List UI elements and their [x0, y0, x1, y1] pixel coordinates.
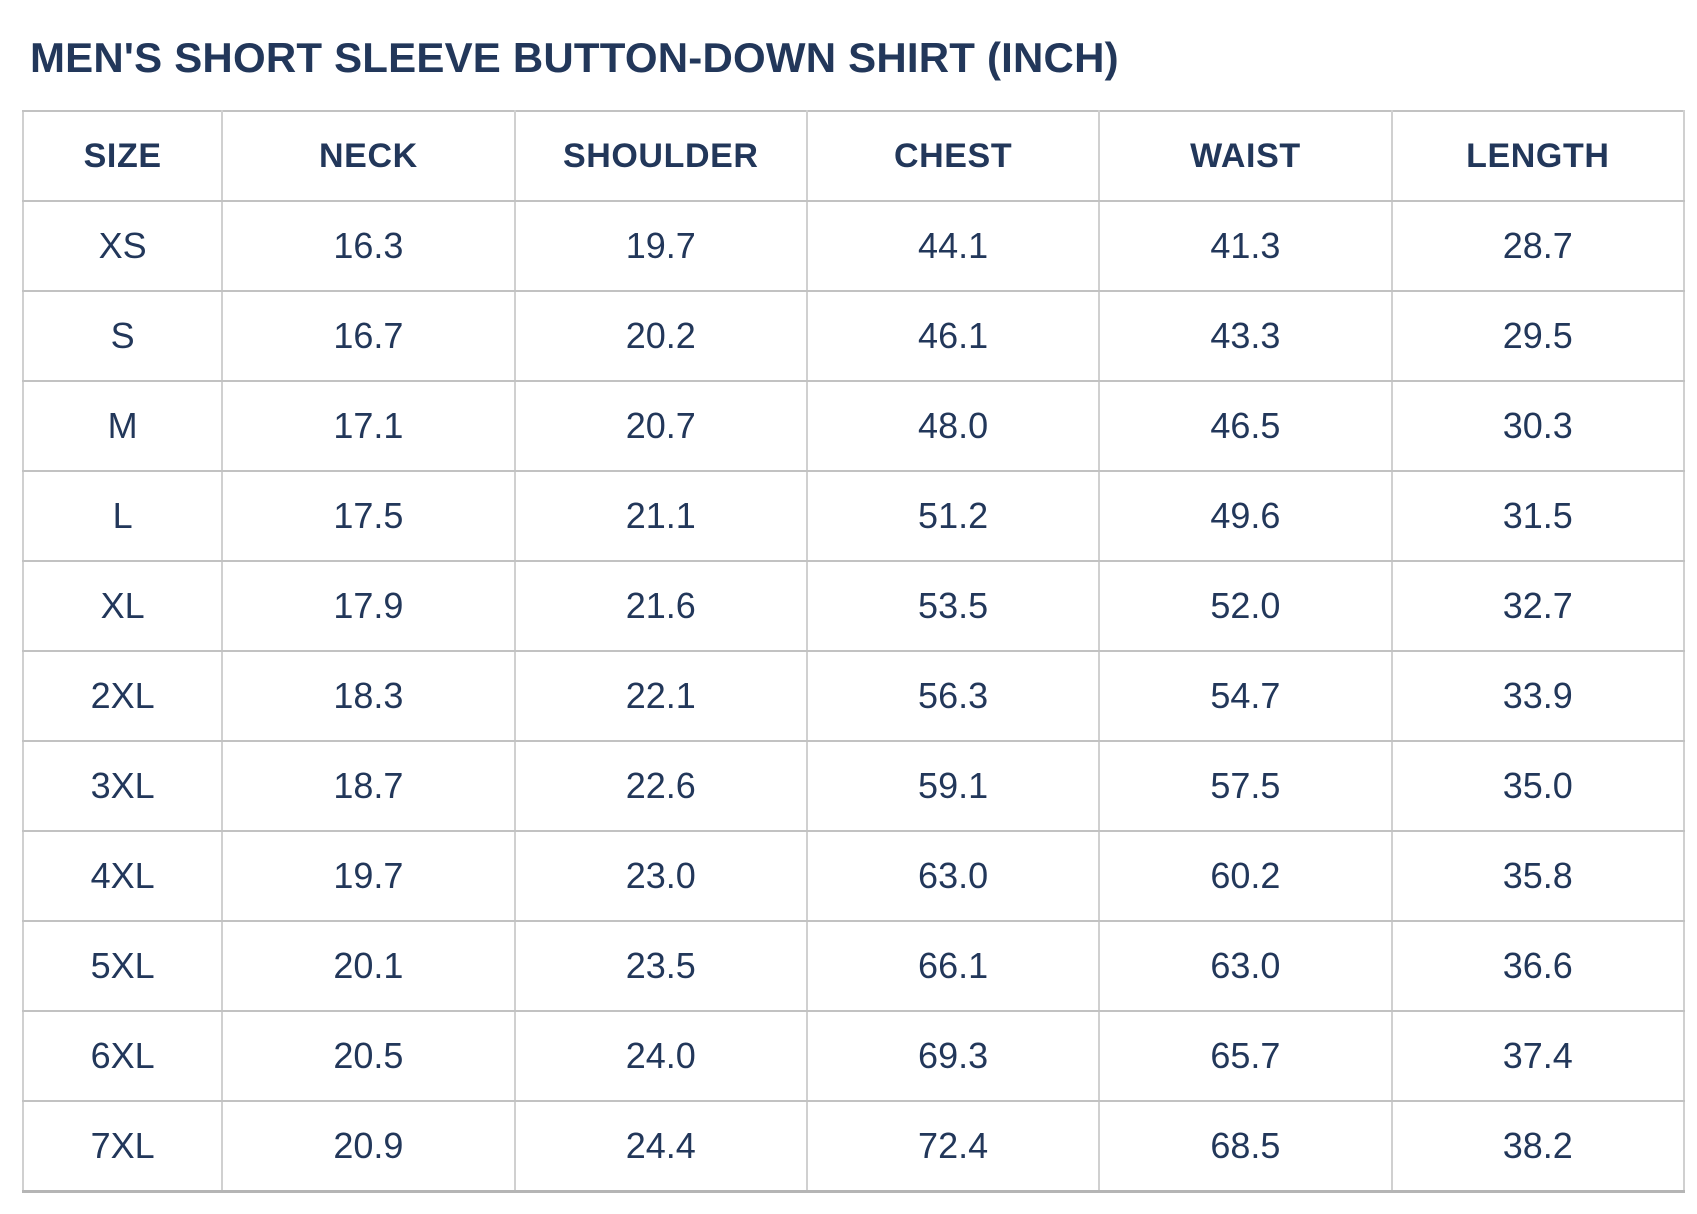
page-title: MEN'S SHORT SLEEVE BUTTON-DOWN SHIRT (IN…: [30, 34, 1119, 81]
size-label-cell: M: [21, 380, 224, 472]
measurement-cell-chest: 63.0: [805, 830, 1101, 922]
size-label-cell: 4XL: [21, 830, 224, 922]
column-header-waist: WAIST: [1098, 110, 1393, 202]
measurement-cell-shoulder: 24.0: [513, 1010, 808, 1102]
measurement-cell-neck: 17.5: [221, 470, 516, 562]
measurement-cell-length: 30.3: [1390, 380, 1686, 472]
measurement-cell-waist: 68.5: [1098, 1100, 1393, 1192]
table-row-5xl: 5XL 20.1 23.5 66.1 63.0 36.6: [21, 920, 1686, 1012]
measurement-cell-shoulder: 23.0: [513, 830, 808, 922]
measurement-cell-shoulder: 22.6: [513, 740, 808, 832]
measurement-cell-shoulder: 23.5: [513, 920, 808, 1012]
measurement-cell-length: 35.0: [1390, 740, 1686, 832]
size-label-cell: S: [21, 290, 224, 382]
table-row-6xl: 6XL 20.5 24.0 69.3 65.7 37.4: [21, 1010, 1686, 1102]
measurement-cell-waist: 46.5: [1098, 380, 1393, 472]
measurement-cell-chest: 69.3: [805, 1010, 1101, 1102]
measurement-cell-length: 29.5: [1390, 290, 1686, 382]
measurement-cell-neck: 17.9: [221, 560, 516, 652]
measurement-cell-neck: 20.5: [221, 1010, 516, 1102]
measurement-cell-length: 33.9: [1390, 650, 1686, 742]
column-header-chest: CHEST: [805, 110, 1101, 202]
column-header-length: LENGTH: [1390, 110, 1686, 202]
table-header: SIZE NECK SHOULDER CHEST WAIST LENGTH: [21, 110, 1686, 202]
table-row-7xl: 7XL 20.9 24.4 72.4 68.5 38.2: [21, 1100, 1686, 1192]
measurement-cell-shoulder: 20.2: [513, 290, 808, 382]
measurement-cell-neck: 19.7: [221, 830, 516, 922]
measurement-cell-chest: 56.3: [805, 650, 1101, 742]
measurement-cell-neck: 20.1: [221, 920, 516, 1012]
measurement-cell-shoulder: 24.4: [513, 1100, 808, 1192]
table-row-4xl: 4XL 19.7 23.0 63.0 60.2 35.8: [21, 830, 1686, 922]
measurement-cell-waist: 65.7: [1098, 1010, 1393, 1102]
measurement-cell-waist: 43.3: [1098, 290, 1393, 382]
measurement-cell-chest: 66.1: [805, 920, 1101, 1012]
table-row-3xl: 3XL 18.7 22.6 59.1 57.5 35.0: [21, 740, 1686, 832]
measurement-cell-chest: 59.1: [805, 740, 1101, 832]
measurement-cell-chest: 48.0: [805, 380, 1101, 472]
measurement-cell-waist: 60.2: [1098, 830, 1393, 922]
measurement-cell-shoulder: 21.6: [513, 560, 808, 652]
column-header-neck: NECK: [221, 110, 516, 202]
measurement-cell-chest: 72.4: [805, 1100, 1101, 1192]
table-row-s: S 16.7 20.2 46.1 43.3 29.5: [21, 290, 1686, 382]
measurement-cell-length: 32.7: [1390, 560, 1686, 652]
measurement-cell-chest: 44.1: [805, 200, 1101, 292]
measurement-cell-neck: 16.3: [221, 200, 516, 292]
measurement-cell-length: 37.4: [1390, 1010, 1686, 1102]
table-row-l: L 17.5 21.1 51.2 49.6 31.5: [21, 470, 1686, 562]
measurement-cell-waist: 41.3: [1098, 200, 1393, 292]
measurement-cell-waist: 57.5: [1098, 740, 1393, 832]
measurement-cell-shoulder: 20.7: [513, 380, 808, 472]
measurement-cell-neck: 18.7: [221, 740, 516, 832]
measurement-cell-waist: 63.0: [1098, 920, 1393, 1012]
measurement-cell-length: 28.7: [1390, 200, 1686, 292]
measurement-cell-chest: 53.5: [805, 560, 1101, 652]
column-header-shoulder: SHOULDER: [513, 110, 808, 202]
size-label-cell: L: [21, 470, 224, 562]
header-row: SIZE NECK SHOULDER CHEST WAIST LENGTH: [21, 110, 1686, 202]
measurement-cell-shoulder: 22.1: [513, 650, 808, 742]
measurement-cell-length: 36.6: [1390, 920, 1686, 1012]
table-body: XS 16.3 19.7 44.1 41.3 28.7 S 16.7 20.2 46.1 43.3 2…: [21, 200, 1686, 1192]
size-label-cell: XL: [21, 560, 224, 652]
table-row-2xl: 2XL 18.3 22.1 56.3 54.7 33.9: [21, 650, 1686, 742]
measurement-cell-length: 35.8: [1390, 830, 1686, 922]
measurement-cell-length: 31.5: [1390, 470, 1686, 562]
measurement-cell-waist: 49.6: [1098, 470, 1393, 562]
measurement-cell-waist: 54.7: [1098, 650, 1393, 742]
measurement-cell-waist: 52.0: [1098, 560, 1393, 652]
size-chart-table: SIZE NECK SHOULDER CHEST WAIST LENGTH XS 16.3 1…: [21, 110, 1686, 1193]
size-label-cell: 5XL: [21, 920, 224, 1012]
size-label-cell: XS: [21, 200, 224, 292]
table-row-xl: XL 17.9 21.6 53.5 52.0 32.7: [21, 560, 1686, 652]
measurement-cell-neck: 17.1: [221, 380, 516, 472]
measurement-cell-neck: 20.9: [221, 1100, 516, 1192]
size-label-cell: 3XL: [21, 740, 224, 832]
table-row-m: M 17.1 20.7 48.0 46.5 30.3: [21, 380, 1686, 472]
size-label-cell: 6XL: [21, 1010, 224, 1102]
measurement-cell-shoulder: 21.1: [513, 470, 808, 562]
measurement-cell-neck: 16.7: [221, 290, 516, 382]
measurement-cell-chest: 46.1: [805, 290, 1101, 382]
column-header-size: SIZE: [21, 110, 224, 202]
measurement-cell-neck: 18.3: [221, 650, 516, 742]
measurement-cell-chest: 51.2: [805, 470, 1101, 562]
measurement-cell-shoulder: 19.7: [513, 200, 808, 292]
size-label-cell: 2XL: [21, 650, 224, 742]
measurement-cell-length: 38.2: [1390, 1100, 1686, 1192]
table-row-xs: XS 16.3 19.7 44.1 41.3 28.7: [21, 200, 1686, 292]
size-label-cell: 7XL: [21, 1100, 224, 1192]
